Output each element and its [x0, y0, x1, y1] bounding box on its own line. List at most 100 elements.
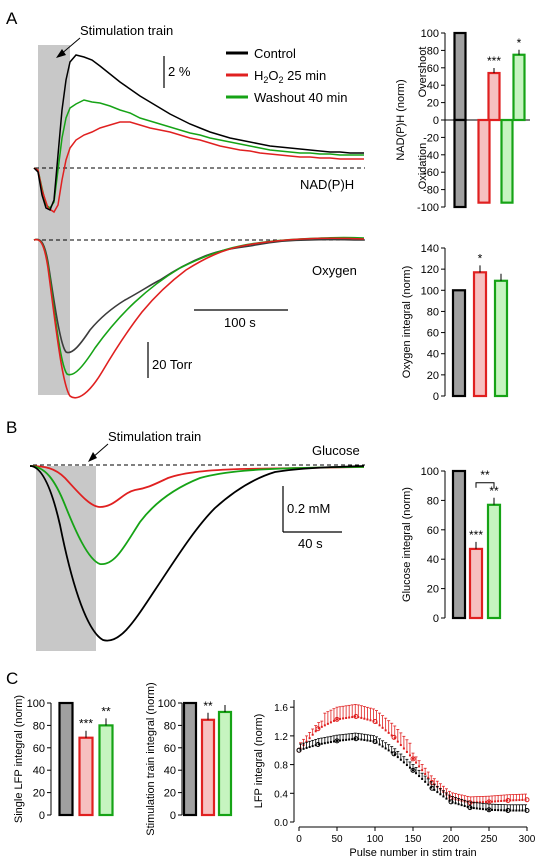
y-tick-label: 140	[421, 243, 439, 255]
y-tick-label: 100	[27, 698, 45, 710]
data-point	[497, 809, 500, 812]
data-point	[378, 724, 381, 727]
data-point	[372, 720, 375, 723]
data-point	[396, 740, 399, 743]
x-tick-label: 100	[367, 834, 384, 845]
scale-label-pct: 2 %	[168, 64, 191, 79]
data-point	[408, 766, 411, 769]
y-tick-label: 120	[421, 264, 439, 276]
data-point	[427, 783, 430, 786]
stim-shade-a	[38, 45, 70, 395]
data-point	[518, 799, 521, 802]
data-point	[384, 729, 387, 732]
nadph-trace-control	[33, 54, 364, 212]
data-point	[332, 719, 335, 722]
x-axis-label: Pulse number in stim train	[349, 847, 476, 859]
data-point	[524, 809, 527, 812]
lfp-scatter-chart: 1.6 1.2 0.8 0.4 0.0 0 50 100 150 200 250 300 Pulse n…	[253, 700, 536, 859]
y-tick-label: 80	[427, 45, 439, 57]
glucose-trace-h2o2	[29, 465, 365, 508]
data-point	[478, 801, 481, 804]
stim-arrowhead-b	[88, 452, 97, 462]
data-point	[336, 739, 338, 742]
data-point	[402, 747, 405, 750]
data-point	[348, 716, 351, 719]
data-point	[418, 765, 421, 768]
data-point	[415, 772, 418, 775]
y-tick-label: 40	[164, 765, 176, 777]
y-tick-label: 20	[164, 788, 176, 800]
data-point	[494, 800, 497, 803]
stim-train-bar-chart: 100 80 60 40 20 0 ** Stimulation train integral…	[145, 682, 233, 836]
data-point	[339, 717, 342, 720]
data-point	[314, 744, 317, 747]
data-point	[305, 740, 308, 743]
significance-stars: *	[517, 36, 522, 50]
y-tick-label: -40	[423, 150, 439, 162]
scale-label-torr: 20 Torr	[152, 357, 193, 372]
oxidation-bar	[477, 118, 491, 204]
data-point	[357, 738, 360, 741]
data-point	[345, 738, 348, 741]
data-point	[448, 799, 451, 802]
data-point	[460, 804, 463, 807]
bar	[98, 724, 114, 817]
data-point	[500, 809, 503, 812]
scale-label-100s: 100 s	[224, 315, 256, 330]
glucose-trace-control	[29, 465, 365, 642]
data-point	[503, 809, 506, 812]
data-point	[311, 745, 314, 748]
stim-label-b: Stimulation train	[108, 429, 201, 444]
data-point	[323, 742, 326, 745]
data-point	[439, 793, 442, 796]
y-tick-label: -80	[423, 185, 439, 197]
data-point	[366, 739, 369, 742]
data-point	[339, 739, 342, 742]
y-tick-label: 20	[427, 370, 439, 382]
data-point	[311, 733, 314, 736]
data-point	[375, 741, 378, 744]
y-tick-label: 60	[427, 63, 439, 75]
data-point	[326, 722, 329, 725]
series-control	[296, 732, 530, 814]
y-tick-label: 100	[158, 698, 176, 710]
data-point	[357, 716, 360, 719]
data-point	[326, 741, 329, 744]
y-tick-label: -100	[417, 202, 439, 214]
data-point	[433, 788, 436, 791]
significance-stars: **	[203, 699, 213, 713]
x-tick-label: 150	[405, 834, 422, 845]
data-point	[314, 730, 317, 733]
y-tick-label: 0	[433, 391, 439, 403]
data-point	[405, 750, 408, 753]
data-point	[384, 747, 387, 750]
y-axis-label: Stimulation train integral (norm)	[145, 682, 157, 835]
y-tick-label: 60	[33, 743, 45, 755]
data-point	[381, 745, 384, 748]
panel-label-c: C	[6, 669, 18, 688]
y-tick-label: 100	[421, 466, 439, 478]
group-label-overshoot: Overshoot	[417, 47, 429, 98]
significance-stars: ***	[469, 528, 483, 542]
scale-label-40s: 40 s	[298, 536, 323, 551]
data-point	[387, 731, 390, 734]
nadph-trace-h2o2	[33, 121, 364, 214]
y-axis-label: LFP integral (norm)	[253, 714, 265, 809]
y-tick-label: 0.8	[274, 761, 288, 772]
group-label-oxidation: Oxidation	[417, 143, 429, 189]
significance-stars: **	[101, 704, 111, 718]
y-tick-label: 0	[433, 115, 439, 127]
y-tick-label: 1.6	[274, 703, 288, 714]
data-point	[518, 809, 521, 812]
data-point	[488, 808, 490, 811]
y-axis-label: NAD(P)H (norm)	[395, 79, 407, 160]
y-tick-label: 20	[427, 584, 439, 596]
data-point	[463, 805, 466, 808]
significance-stars: **	[489, 484, 499, 498]
data-point	[405, 764, 408, 767]
y-tick-label: 80	[33, 720, 45, 732]
bracket-stars: **	[480, 468, 490, 482]
data-point	[524, 798, 527, 801]
y-axis-label: Oxygen integral (norm)	[401, 266, 413, 379]
bar	[451, 469, 467, 620]
